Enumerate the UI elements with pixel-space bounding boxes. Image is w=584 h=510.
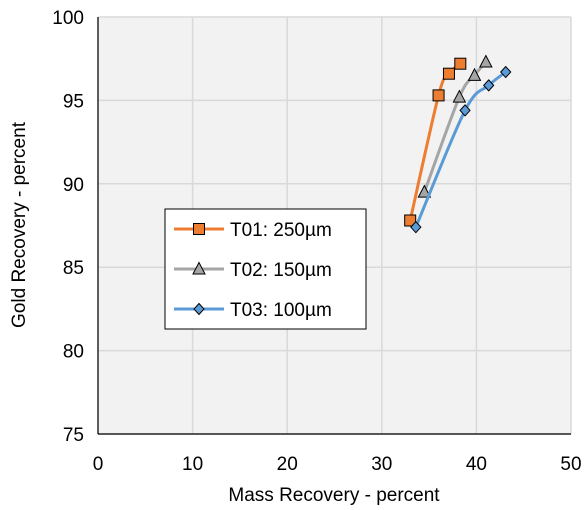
y-tick-label: 100	[52, 8, 84, 29]
legend-marker	[193, 302, 205, 316]
data-point	[404, 214, 417, 227]
data-point	[483, 79, 495, 92]
legend-label: T01: 250µm	[230, 220, 332, 241]
series-line	[422, 61, 488, 193]
legend-label: T02: 150µm	[230, 260, 332, 281]
y-tick-label: 90	[63, 175, 84, 196]
data-point	[432, 89, 445, 102]
series-line	[414, 70, 507, 228]
x-axis-title: Mass Recovery - percent	[228, 485, 440, 506]
data-point	[410, 220, 422, 234]
data-point	[452, 89, 467, 103]
data-point	[479, 54, 493, 68]
series-group	[404, 54, 512, 234]
x-tick-label: 30	[371, 454, 392, 475]
x-tick-label: 50	[560, 454, 581, 475]
data-point	[459, 104, 471, 117]
x-tick-label: 0	[93, 454, 104, 475]
y-tick-label: 75	[63, 425, 84, 446]
legend-marker	[193, 223, 205, 235]
legend-label: T03: 100µm	[230, 300, 332, 321]
x-tick-label: 20	[277, 454, 298, 475]
data-point	[442, 67, 455, 80]
x-tick-label: 40	[466, 454, 487, 475]
y-tick-labels: 75 80 85 90 95 100	[52, 8, 84, 446]
series-1	[404, 57, 467, 227]
legend-entry: T02: 150µm	[174, 260, 332, 281]
series-3	[410, 65, 512, 234]
data-point	[500, 65, 512, 79]
series-2	[417, 54, 493, 198]
legend-entry: T03: 100µm	[174, 300, 332, 321]
data-point	[467, 67, 482, 81]
x-tick-labels: 0 10 20 30 40 50	[93, 454, 582, 475]
y-axis-title: Gold Recovery - percent	[9, 121, 30, 328]
data-point	[454, 57, 467, 70]
legend-entry: T01: 250µm	[174, 220, 332, 241]
y-tick-label: 85	[63, 258, 84, 279]
data-point	[417, 184, 432, 198]
x-tick-label: 10	[182, 454, 203, 475]
y-tick-label: 95	[63, 91, 84, 112]
legend: T01: 250µm T02: 150µm T03: 100µm	[164, 208, 367, 330]
y-tick-label: 80	[63, 342, 84, 363]
legend-marker	[192, 261, 206, 275]
